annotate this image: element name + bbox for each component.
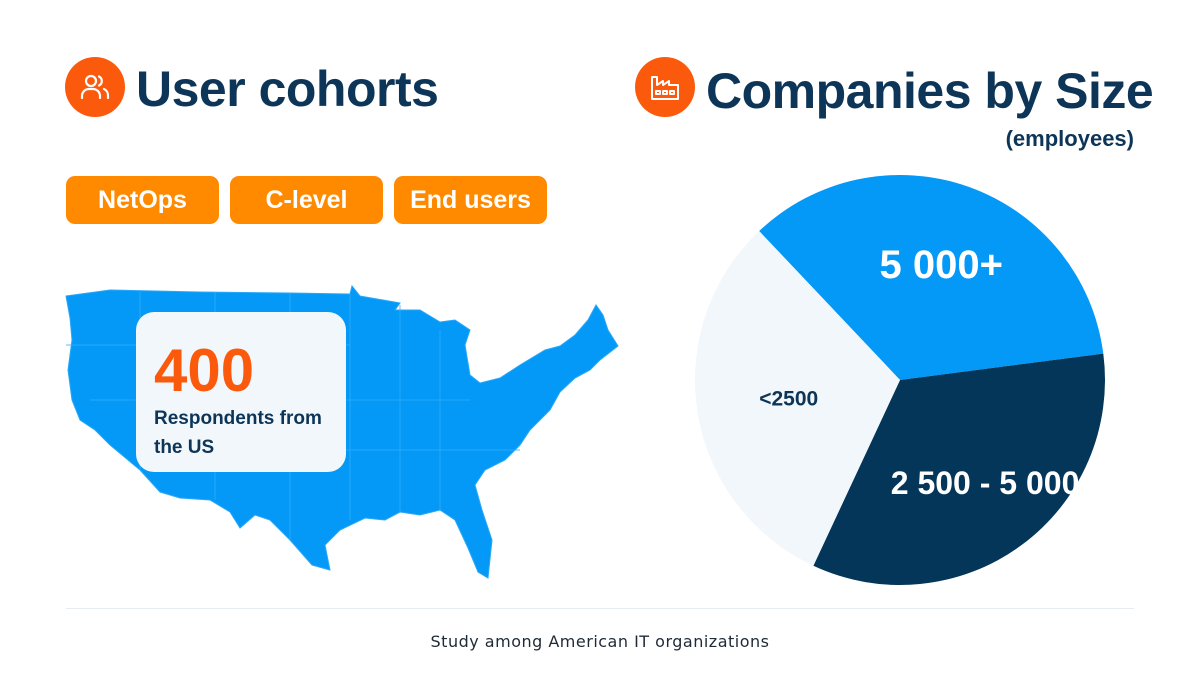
pie-slice-1 [813,353,1105,585]
companies-title: Companies by Size [706,63,1154,119]
factory-icon [635,57,695,117]
pie-label-1: 2 500 - 5 000 [891,465,1080,501]
users-icon [65,57,125,117]
companies-subtitle: (employees) [1005,126,1134,151]
pie-label-0: 5 000+ [880,243,1003,287]
pie-slice-2 [695,231,900,566]
chip-c-level: C-level [230,176,383,224]
pie-label-2: <2500 [759,387,818,410]
footer-note: Study among American IT organizations [430,632,770,651]
user-cohorts-title: User cohorts [136,61,439,117]
respondents-label: Respondents from the US [154,408,322,458]
respondents-card: 400 Respondents from the US [136,312,346,472]
divider [66,608,1134,609]
respondents-count: 400 [154,337,255,404]
chip-end-users: End users [394,176,547,224]
pie-slice-0 [759,174,1104,380]
chip-netops: NetOps [66,176,219,224]
